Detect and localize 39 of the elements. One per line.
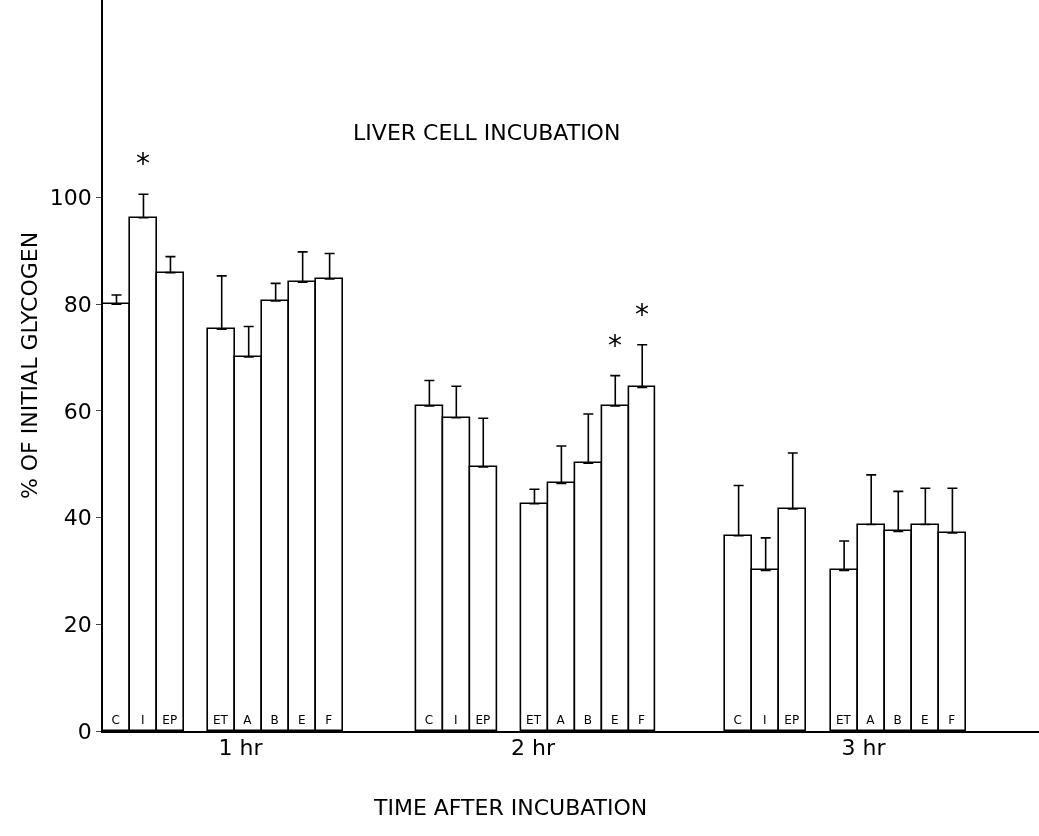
text: LIVER CELL INCUBATION [353, 119, 621, 145]
x-tick-label: F [637, 713, 645, 728]
x-axis-title: 3 hr [841, 735, 887, 761]
x-tick-label: B [270, 713, 279, 728]
x-tick-label: E [611, 713, 619, 728]
y-tick-label: 0 [77, 718, 92, 744]
x-tick-label: ET [835, 713, 852, 728]
x-tick-label: B [893, 713, 902, 728]
x-tick-label: A [866, 713, 876, 728]
x-tick-label: ET [526, 713, 542, 728]
annotation: * [136, 147, 150, 180]
x-tick-label: ET [212, 713, 229, 728]
y-tick-label: 80 [63, 291, 92, 317]
x-tick-label: I [762, 713, 767, 728]
x-tick-label: E [920, 713, 929, 728]
y-tick-label: 40 [63, 505, 92, 531]
y-tick-label: 60 [63, 398, 92, 424]
x-tick-label: E [297, 713, 306, 728]
x-tick-label: A [243, 713, 253, 728]
text: TIME AFTER INCUBATION [373, 795, 648, 820]
x-tick-label: EP [475, 713, 491, 728]
annotation: * [635, 298, 649, 331]
annotation: * [608, 329, 622, 362]
y-axis-title: % OF INITIAL GLYCOGEN [17, 231, 43, 500]
y-tick-label: 100 [49, 185, 92, 211]
x-tick-label: A [556, 713, 566, 728]
x-tick-label: C [424, 713, 434, 728]
x-tick-label: B [583, 713, 592, 728]
x-tick-label: F [325, 713, 333, 728]
x-tick-label: I [454, 713, 458, 728]
x-tick-label: C [733, 713, 742, 728]
x-axis-title: 2 hr [511, 735, 557, 761]
x-tick-label: EP [162, 713, 178, 728]
x-tick-label: EP [784, 713, 800, 728]
x-tick-label: I [140, 713, 145, 728]
x-tick-label: F [948, 713, 956, 728]
x-axis-title: 1 hr [218, 735, 264, 761]
y-tick-label: 20 [63, 611, 92, 637]
x-tick-label: C [111, 713, 120, 728]
